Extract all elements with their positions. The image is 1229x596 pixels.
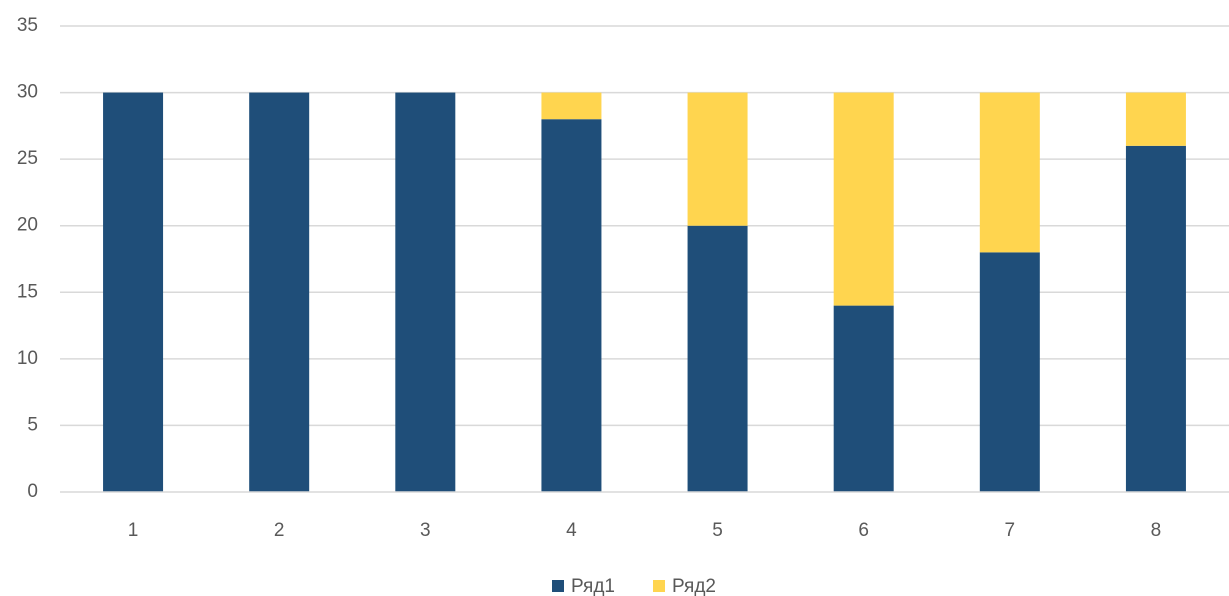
y-tick-label: 5 xyxy=(27,414,38,435)
bar-1-cat-2 xyxy=(249,92,310,493)
gridlines xyxy=(60,25,1229,427)
x-tick-label: 3 xyxy=(420,520,431,541)
x-tick-label: 6 xyxy=(858,520,869,541)
legend-label-1: Ряд1 xyxy=(571,576,615,596)
bar-1-cat-8 xyxy=(1125,145,1186,493)
bar-1-cat-4 xyxy=(541,119,602,492)
legend-label-2: Ряд2 xyxy=(672,576,716,596)
y-tick-label: 0 xyxy=(27,481,38,502)
y-tick-label: 25 xyxy=(17,148,38,169)
bar-2-cat-7 xyxy=(979,92,1040,253)
bars xyxy=(103,92,1186,493)
bar-1-cat-5 xyxy=(687,225,748,492)
x-tick-label: 7 xyxy=(1005,520,1016,541)
y-tick-label: 35 xyxy=(17,15,38,36)
x-tick-label: 1 xyxy=(128,520,139,541)
x-tick-label: 5 xyxy=(712,520,723,541)
y-tick-label: 15 xyxy=(17,281,38,302)
y-tick-label: 20 xyxy=(17,215,38,236)
legend: Ряд1 Ряд2 xyxy=(552,576,716,596)
bar-2-cat-6 xyxy=(833,92,894,306)
y-tick-label: 10 xyxy=(17,348,38,369)
bar-2-cat-4 xyxy=(541,92,602,120)
x-axis-tick-labels: 1 2 3 4 5 6 7 8 xyxy=(128,520,1161,541)
y-axis-tick-labels: 0 5 10 15 20 25 30 35 xyxy=(17,15,38,502)
bar-1-cat-1 xyxy=(103,92,164,493)
bar-1-cat-6 xyxy=(833,305,894,492)
bar-2-cat-5 xyxy=(687,92,748,226)
y-tick-label: 30 xyxy=(17,82,38,103)
legend-swatch-2 xyxy=(653,580,665,592)
x-tick-label: 4 xyxy=(566,520,577,541)
legend-swatch-1 xyxy=(552,580,564,592)
x-tick-label: 2 xyxy=(274,520,285,541)
x-tick-label: 8 xyxy=(1151,520,1162,541)
bar-1-cat-3 xyxy=(395,92,456,493)
bar-2-cat-8 xyxy=(1125,92,1186,146)
bar-1-cat-7 xyxy=(979,252,1040,492)
